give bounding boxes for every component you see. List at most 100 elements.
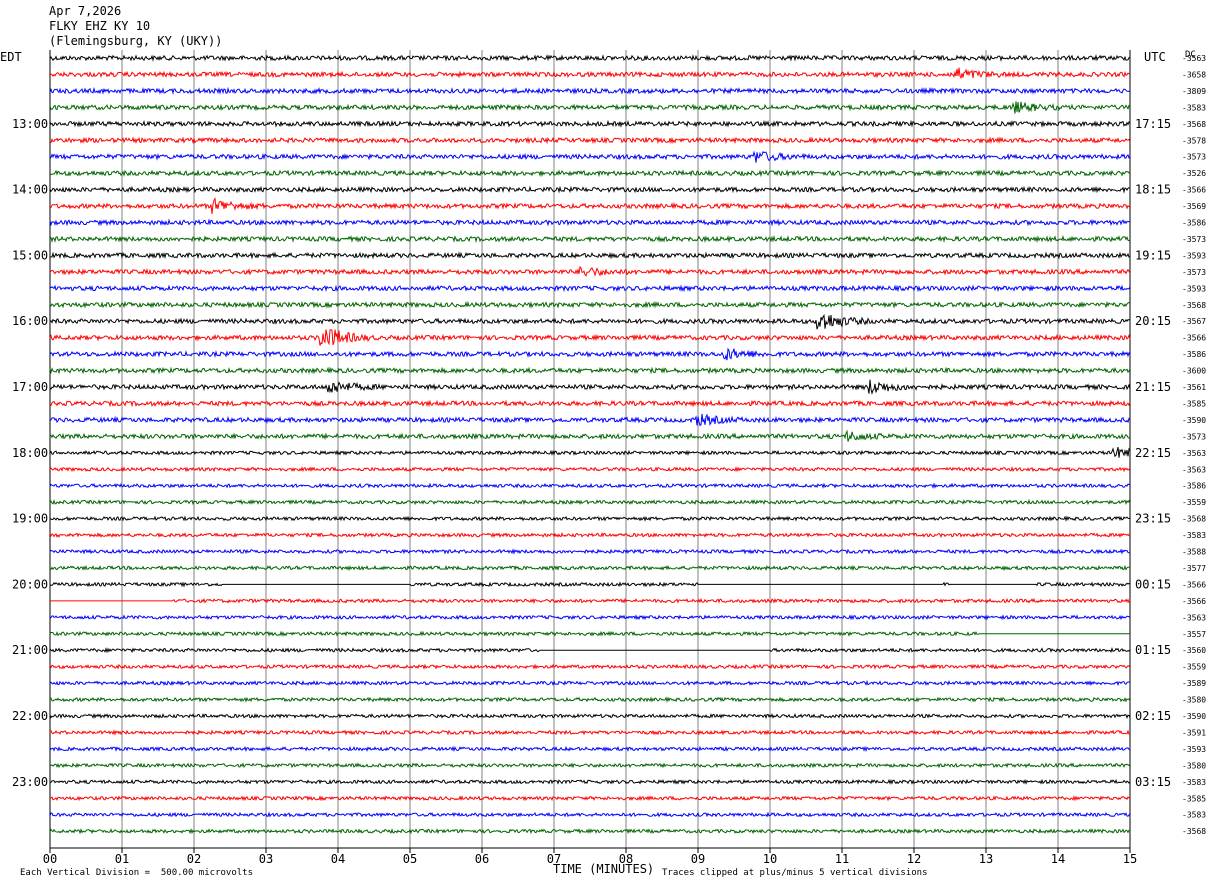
row-end-value-42: -3591 xyxy=(1182,728,1206,737)
trace-row-31 xyxy=(49,548,1131,555)
row-end-value-24: -3573 xyxy=(1182,432,1206,441)
row-end-value-23: -3590 xyxy=(1182,416,1206,425)
trace-row-7 xyxy=(49,150,1131,163)
trace-row-36 xyxy=(49,630,1130,637)
trace-row-44 xyxy=(50,762,1131,769)
trace-row-43 xyxy=(49,745,1131,753)
left-hour-label-11: 23:00 xyxy=(12,775,48,789)
trace-row-41 xyxy=(49,712,1131,720)
row-end-value-11: -3586 xyxy=(1182,219,1206,228)
row-end-value-33: -3566 xyxy=(1182,580,1206,589)
trace-row-23 xyxy=(49,413,1131,427)
row-end-value-5: -3568 xyxy=(1182,120,1206,129)
trace-row-37 xyxy=(49,646,1131,654)
trace-row-14 xyxy=(49,265,1131,277)
corner-label: DC xyxy=(1185,50,1196,60)
trace-row-2 xyxy=(49,67,1131,80)
trace-row-21 xyxy=(49,379,1131,395)
right-hour-label-6: 22:15 xyxy=(1135,446,1171,460)
right-hour-label-3: 19:15 xyxy=(1135,248,1171,262)
row-end-value-45: -3583 xyxy=(1182,778,1206,787)
left-hour-label-3: 15:00 xyxy=(12,248,48,262)
left-hour-label-4: 16:00 xyxy=(12,314,48,328)
x-tick-label-05: 05 xyxy=(403,852,417,866)
x-tick-label-09: 09 xyxy=(691,852,705,866)
row-end-value-4: -3583 xyxy=(1182,103,1206,112)
right-hour-label-9: 01:15 xyxy=(1135,643,1171,657)
right-hour-label-7: 23:15 xyxy=(1135,512,1171,526)
row-end-value-26: -3563 xyxy=(1182,465,1206,474)
row-end-value-10: -3569 xyxy=(1182,202,1206,211)
trace-row-40 xyxy=(49,696,1131,703)
row-end-value-48: -3568 xyxy=(1182,827,1206,836)
row-end-value-8: -3526 xyxy=(1182,169,1206,178)
row-end-value-20: -3600 xyxy=(1182,367,1206,376)
row-end-value-25: -3563 xyxy=(1182,449,1206,458)
row-end-value-1: -3563 xyxy=(1182,54,1206,63)
right-hour-label-11: 03:15 xyxy=(1135,775,1171,789)
row-end-value-13: -3593 xyxy=(1182,251,1206,260)
row-end-value-37: -3560 xyxy=(1182,646,1206,655)
trace-row-13 xyxy=(50,251,1131,260)
trace-row-18 xyxy=(49,328,1131,346)
row-end-value-47: -3583 xyxy=(1182,811,1206,820)
x-tick-label-11: 11 xyxy=(835,852,849,866)
row-end-value-9: -3566 xyxy=(1182,186,1206,195)
x-tick-label-14: 14 xyxy=(1051,852,1065,866)
trace-row-27 xyxy=(49,482,1131,489)
trace-row-20 xyxy=(49,366,1131,375)
row-end-value-2: -3658 xyxy=(1182,70,1206,79)
right-timezone-label: UTC xyxy=(1144,50,1166,64)
trace-row-26 xyxy=(49,466,1131,473)
trace-row-4 xyxy=(49,101,1131,114)
trace-row-5 xyxy=(49,119,1131,128)
row-end-value-28: -3559 xyxy=(1182,498,1206,507)
x-tick-label-04: 04 xyxy=(331,852,345,866)
x-tick-label-15: 15 xyxy=(1123,852,1137,866)
trace-row-33 xyxy=(49,581,1131,588)
left-hour-label-5: 17:00 xyxy=(12,380,48,394)
trace-row-35 xyxy=(49,614,1131,621)
row-end-value-22: -3585 xyxy=(1182,399,1206,408)
left-timezone-label: EDT xyxy=(0,50,22,64)
row-end-value-44: -3580 xyxy=(1182,761,1206,770)
x-tick-label-00: 00 xyxy=(43,852,57,866)
x-tick-label-10: 10 xyxy=(763,852,777,866)
row-end-value-15: -3593 xyxy=(1182,284,1206,293)
left-hour-label-8: 20:00 xyxy=(12,577,48,591)
trace-row-47 xyxy=(49,811,1131,818)
row-end-value-35: -3563 xyxy=(1182,613,1206,622)
trace-row-17 xyxy=(49,313,1131,330)
left-hour-label-1: 13:00 xyxy=(12,117,48,131)
trace-row-15 xyxy=(49,284,1131,293)
trace-row-32 xyxy=(49,564,1131,572)
trace-row-11 xyxy=(49,218,1131,227)
row-end-value-17: -3567 xyxy=(1182,317,1206,326)
trace-row-46 xyxy=(49,795,1131,802)
row-end-value-31: -3588 xyxy=(1182,548,1206,557)
row-end-value-36: -3557 xyxy=(1182,630,1206,639)
trace-row-45 xyxy=(49,778,1131,785)
trace-row-10 xyxy=(49,196,1131,215)
x-axis-title: TIME (MINUTES) xyxy=(553,862,655,876)
left-hour-label-9: 21:00 xyxy=(12,643,48,657)
x-tick-label-13: 13 xyxy=(979,852,993,866)
trace-row-29 xyxy=(49,515,1131,522)
trace-row-48 xyxy=(49,827,1131,835)
station-label: FLKY EHZ KY 10 xyxy=(49,19,151,33)
date-label: Apr 7,2026 xyxy=(49,4,122,18)
trace-row-1 xyxy=(49,53,1131,62)
row-end-value-30: -3583 xyxy=(1182,531,1206,540)
row-end-value-7: -3573 xyxy=(1182,153,1206,162)
row-end-value-32: -3577 xyxy=(1182,564,1206,573)
x-tick-label-02: 02 xyxy=(187,852,201,866)
right-hour-label-2: 18:15 xyxy=(1135,183,1171,197)
row-end-value-6: -3578 xyxy=(1182,136,1206,145)
right-hour-label-8: 00:15 xyxy=(1135,577,1171,591)
row-end-value-27: -3586 xyxy=(1182,482,1206,491)
trace-row-8 xyxy=(49,169,1131,178)
row-end-value-21: -3561 xyxy=(1182,383,1206,392)
row-end-value-38: -3559 xyxy=(1182,663,1206,672)
trace-row-16 xyxy=(49,300,1131,309)
clip-note: Traces clipped at plus/minus 5 vertical … xyxy=(662,868,928,878)
